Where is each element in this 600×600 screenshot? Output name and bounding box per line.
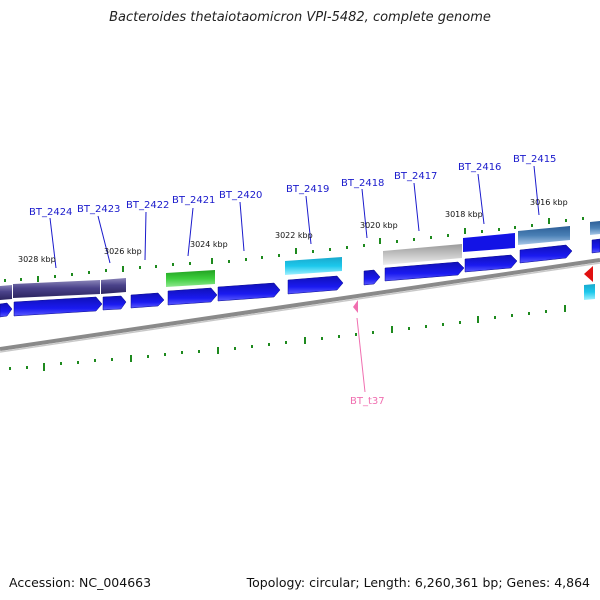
cds-arrow-9 xyxy=(384,261,465,282)
cds-arrow-8 xyxy=(363,269,381,286)
gene-label-bt2423[interactable]: BT_2423 xyxy=(77,204,120,215)
genome-summary-text: Topology: circular; Length: 6,260,361 bp… xyxy=(246,575,590,590)
gene-block-green xyxy=(166,270,215,287)
gene-label-bt2418[interactable]: BT_2418 xyxy=(341,178,384,189)
gene-label-bt2415[interactable]: BT_2415 xyxy=(513,154,556,165)
cds-arrows xyxy=(0,238,600,318)
cds-arrow-10 xyxy=(464,254,518,273)
gene-label-bt2421[interactable]: BT_2421 xyxy=(172,195,215,206)
map-title: Bacteroides thetaiotaomicron VPI-5482, c… xyxy=(109,10,491,25)
kbp-label-3020: 3020 kbp xyxy=(360,221,398,230)
gene-block-cyan xyxy=(285,257,342,275)
gene-label-bt2416[interactable]: BT_2416 xyxy=(458,162,501,173)
gene-label-bt2419[interactable]: BT_2419 xyxy=(286,184,329,195)
kbp-label-3016: 3016 kbp xyxy=(530,198,568,207)
kbp-label-3018: 3018 kbp xyxy=(445,210,483,219)
gene-label-bt2422[interactable]: BT_2422 xyxy=(126,200,169,211)
cds-arrow-11 xyxy=(519,244,573,264)
gene-block-grey xyxy=(383,244,462,265)
cds-arrow-7 xyxy=(287,275,344,295)
cds-arrow-5 xyxy=(167,287,218,306)
kbp-label-3024: 3024 kbp xyxy=(190,240,228,249)
inner-scale-ticks xyxy=(9,305,566,371)
cyan-feature-mark xyxy=(584,284,595,300)
cds-arrow-6 xyxy=(217,282,281,302)
gene-block-steel xyxy=(518,226,570,245)
rna-marker-icon xyxy=(353,300,358,313)
gene-label-bt2417[interactable]: BT_2417 xyxy=(394,171,437,182)
rna-label-btt37[interactable]: BT_t37 xyxy=(350,396,385,407)
rna-label-leader xyxy=(356,317,366,393)
gene-block-steel-edge xyxy=(590,221,600,235)
cds-arrow-2 xyxy=(13,296,103,317)
cds-arrow-1 xyxy=(0,302,13,318)
genome-backbone-shadow xyxy=(0,262,600,353)
outer-scale-ticks xyxy=(4,217,584,282)
gene-block-purple-3 xyxy=(101,278,126,294)
gene-label-bt2424[interactable]: BT_2424 xyxy=(29,207,72,218)
gene-blocks-outer xyxy=(0,221,600,300)
kbp-label-3026: 3026 kbp xyxy=(104,247,142,256)
gene-block-purple-2 xyxy=(13,280,100,298)
kbp-label-3028: 3028 kbp xyxy=(18,255,56,264)
cds-arrow-edge xyxy=(591,238,600,254)
genome-backbone xyxy=(0,258,600,351)
gene-label-bt2420[interactable]: BT_2420 xyxy=(219,190,262,201)
cds-arrow-4 xyxy=(130,292,165,309)
gene-label-leaders xyxy=(49,165,540,269)
cds-arrow-3 xyxy=(102,295,127,311)
kbp-label-3022: 3022 kbp xyxy=(275,231,313,240)
red-feature-mark xyxy=(584,266,593,282)
gene-block-purple-1 xyxy=(0,285,12,300)
accession-text: Accession: NC_004663 xyxy=(9,575,152,590)
gene-block-blue-top xyxy=(463,233,515,252)
